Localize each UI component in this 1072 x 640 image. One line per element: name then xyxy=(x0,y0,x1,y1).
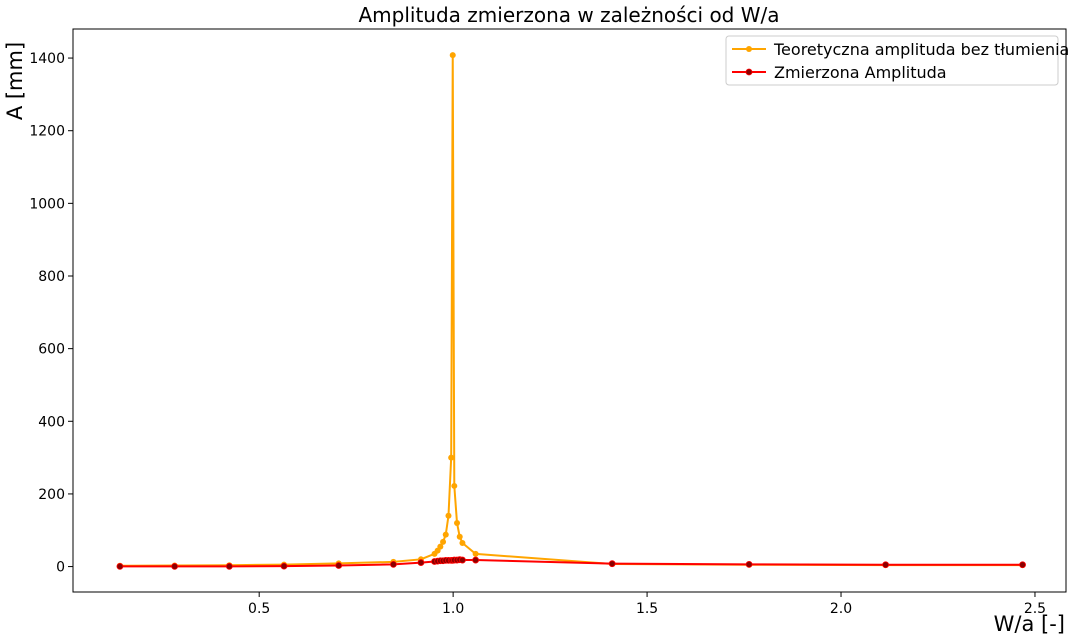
series-0-point xyxy=(445,512,452,519)
series-0-point xyxy=(459,539,466,546)
legend-box xyxy=(725,35,1059,86)
series-0-point xyxy=(451,482,458,489)
series-0-point xyxy=(456,533,463,540)
legend-marker-1 xyxy=(745,68,753,76)
y-tick-label: 0 xyxy=(56,560,65,576)
y-tick-label: 800 xyxy=(38,269,65,285)
plot-area xyxy=(116,52,1026,570)
series-0-point xyxy=(472,550,479,557)
series-line-0 xyxy=(119,54,1023,567)
chart-title: Amplituda zmierzona w zależności od W/a xyxy=(358,3,779,27)
legend-marker-0 xyxy=(746,46,752,52)
series-0-point xyxy=(449,52,456,59)
series-1-point xyxy=(335,562,343,569)
x-tick-label: 1.0 xyxy=(442,601,464,617)
series-1-point xyxy=(472,556,480,564)
series-1-point xyxy=(280,562,288,570)
axes: 0.5 1.0 1.5 2.0 2.5 0 200 400 600 800 1000 1200 1400 xyxy=(29,28,1067,617)
y-tick-label: 600 xyxy=(38,342,65,358)
y-axis-title: A [mm] xyxy=(3,42,27,120)
series-0-point xyxy=(437,543,444,550)
legend-label-0: Teoretyczna amplituda bez tłumienia xyxy=(773,40,1069,59)
series-1-point xyxy=(389,560,397,568)
y-tick-label: 400 xyxy=(38,414,65,430)
series-1-point xyxy=(417,559,425,566)
y-tick-label: 1400 xyxy=(29,51,65,67)
series-1-point xyxy=(745,560,753,568)
series-0-point xyxy=(454,519,461,526)
x-tick-label: 0.5 xyxy=(248,601,270,617)
series-0-point xyxy=(440,538,447,545)
legend-label-1: Zmierzona Amplituda xyxy=(774,63,947,82)
series-1-point xyxy=(882,561,890,569)
x-tick-label: 2.0 xyxy=(830,601,852,617)
series-0-point xyxy=(442,531,449,538)
x-tick-label: 2.5 xyxy=(1024,601,1046,617)
x-axis-title: W/a [-] xyxy=(994,612,1065,636)
series-1-point xyxy=(225,562,233,570)
series-1-point xyxy=(171,562,179,570)
x-tick-label: 1.5 xyxy=(636,601,658,617)
series-0-point xyxy=(448,454,455,461)
legend: Teoretyczna amplituda bez tłumienia Zmier… xyxy=(725,35,1069,86)
plot-frame xyxy=(72,28,1067,593)
y-tick-label: 1000 xyxy=(29,196,65,212)
series-1-point xyxy=(1019,561,1026,569)
y-tick-label: 200 xyxy=(38,487,65,503)
y-tick-label: 1200 xyxy=(29,124,65,140)
series-1-point xyxy=(608,560,616,568)
series-1-point xyxy=(459,556,466,564)
series-1-point xyxy=(116,562,124,570)
